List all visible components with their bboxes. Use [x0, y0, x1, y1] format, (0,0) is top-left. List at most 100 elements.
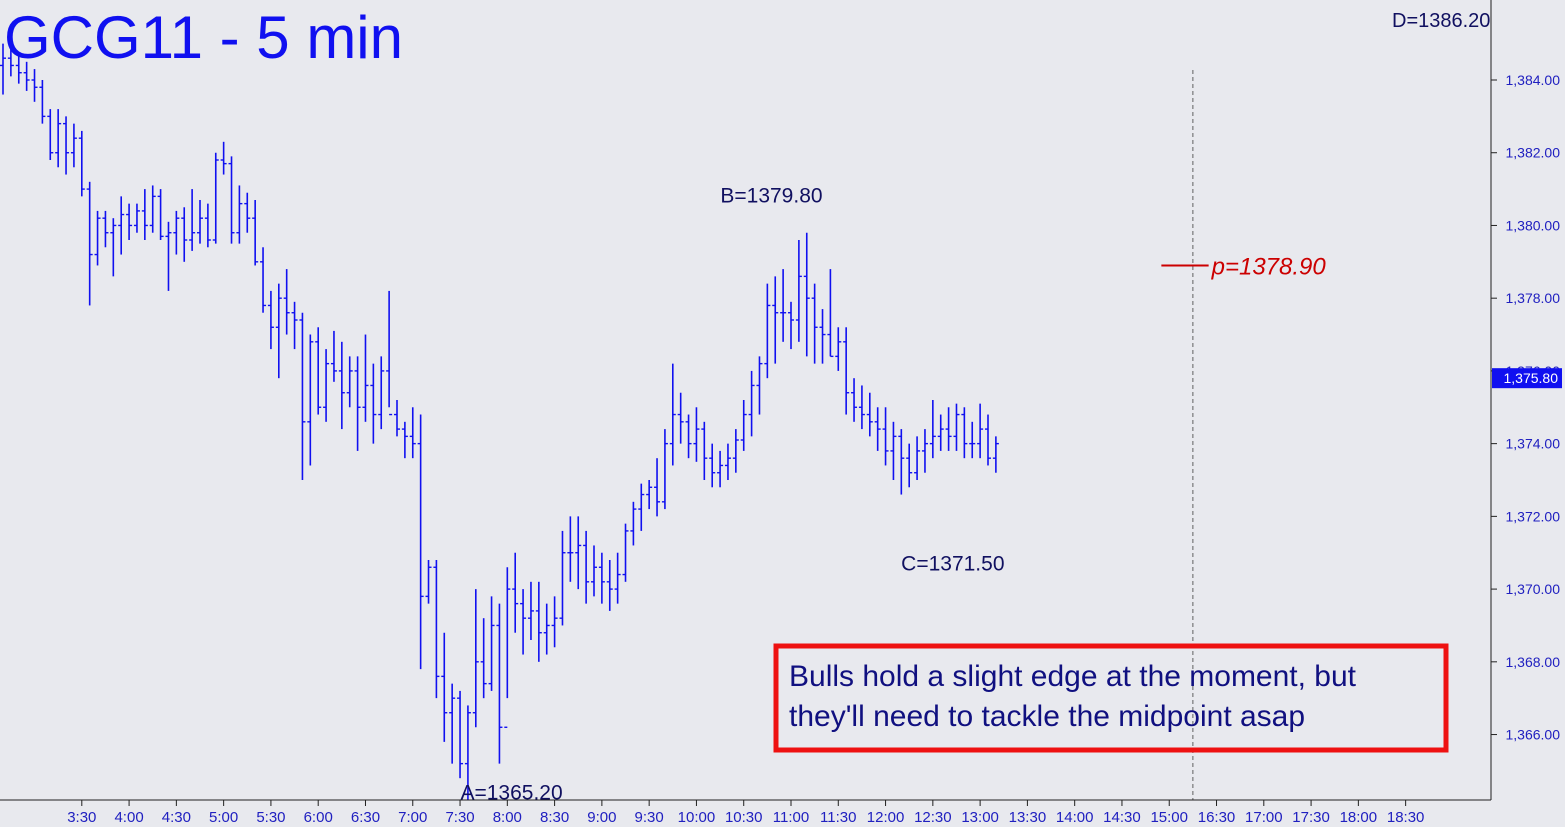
ohlc-bar — [701, 421, 708, 480]
x-tick-label: 10:30 — [725, 809, 763, 826]
ohlc-bar — [197, 200, 203, 244]
ohlc-bar — [126, 203, 133, 240]
ohlc-bar — [362, 334, 369, 422]
x-tick-label: 18:30 — [1387, 809, 1425, 826]
y-tick-label: 1,378.00 — [1506, 290, 1561, 306]
ohlc-bar — [409, 407, 416, 459]
ohlc-bar — [567, 516, 574, 582]
ohlc-bar — [788, 301, 794, 350]
x-tick-label: 6:00 — [304, 809, 333, 826]
ohlc-bar — [827, 269, 834, 358]
ohlc-bar — [291, 301, 298, 350]
ohlc-bar — [307, 334, 314, 466]
ohlc-bar — [953, 403, 960, 451]
x-tick-label: 11:00 — [773, 809, 809, 826]
y-tick-label: 1,372.00 — [1506, 508, 1561, 524]
x-tick-label: 9:00 — [587, 809, 616, 826]
x-tick-label: 12:00 — [867, 809, 905, 826]
ohlc-bar — [724, 443, 731, 480]
x-tick-label: 5:00 — [209, 809, 238, 826]
current-price-label: 1,375.80 — [1504, 370, 1559, 386]
x-tick-label: 14:00 — [1056, 809, 1094, 826]
ohlc-bar — [7, 43, 14, 77]
ohlc-bar — [669, 363, 676, 466]
ohlc-bar — [457, 690, 464, 779]
ohlc-bar — [709, 443, 716, 488]
ohlc-bar — [220, 141, 227, 175]
annotation-a: A=1365.20 — [460, 782, 562, 805]
ohlc-bar — [480, 618, 487, 699]
ohlc-bar — [945, 407, 952, 451]
ohlc-bar — [110, 218, 117, 277]
ohlc-bar — [94, 210, 101, 266]
x-tick-label: 7:00 — [398, 809, 427, 826]
ohlc-bar — [748, 370, 755, 437]
ohlc-bar — [86, 181, 93, 306]
ohlc-bar — [283, 269, 290, 335]
ohlc-bar — [55, 109, 62, 168]
y-tick-label: 1,384.00 — [1506, 72, 1561, 88]
pivot-label: p=1378.90 — [1211, 253, 1327, 280]
ohlc-bar — [386, 290, 393, 416]
x-tick-label: 8:00 — [493, 809, 522, 826]
ohlc-bar — [149, 185, 156, 233]
ohlc-bar — [378, 356, 385, 430]
ohlc-bar — [260, 247, 267, 313]
note-line-1: Bulls hold a slight edge at the moment, … — [789, 660, 1357, 693]
y-tick-label: 1,380.00 — [1506, 217, 1561, 233]
ohlc-bar — [543, 603, 550, 655]
ohlc-bar — [0, 43, 6, 95]
ohlc-bar — [693, 407, 700, 462]
ohlc-bar — [212, 152, 219, 244]
ohlc-bar — [133, 203, 140, 233]
ohlc-bar — [338, 341, 345, 430]
ohlc-bar — [937, 414, 944, 451]
ohlc-bar — [858, 385, 865, 430]
ohlc-bar — [866, 392, 873, 437]
ohlc-bar — [488, 596, 495, 691]
ohlc-bar — [630, 501, 637, 546]
ohlc-bar — [985, 414, 991, 466]
ohlc-bar — [315, 327, 322, 415]
ohlc-bar — [181, 207, 188, 262]
ohlc-bar — [606, 560, 613, 611]
ohlc-bar — [654, 458, 661, 517]
note-box — [773, 643, 1449, 753]
ohlc-bar — [898, 429, 905, 495]
ohlc-bar — [835, 327, 842, 371]
ohlc-bar — [31, 69, 38, 102]
ohlc-bar — [772, 276, 779, 364]
ohlc-bar — [15, 54, 22, 84]
x-tick-label: 13:00 — [961, 809, 999, 826]
ohlc-bar — [685, 414, 692, 459]
ohlc-bar — [914, 436, 921, 480]
ohlc-bar — [780, 269, 787, 342]
ohlc-bar — [417, 414, 424, 670]
ohlc-bar — [425, 560, 432, 604]
x-tick-label: 12:30 — [914, 809, 952, 826]
y-tick-label: 1,374.00 — [1506, 436, 1561, 452]
chart-title: GCG11 - 5 min — [4, 4, 403, 71]
ohlc-bar — [977, 403, 984, 459]
ohlc-bar — [803, 232, 810, 357]
ohlc-bar — [598, 552, 605, 604]
x-tick-label: 16:30 — [1198, 809, 1236, 826]
ohlc-bar — [236, 185, 243, 244]
ohlc-bar — [228, 156, 235, 244]
ohlc-bar — [843, 327, 850, 415]
ohlc-bar — [929, 400, 936, 459]
ohlc-bar — [874, 407, 881, 451]
note-line-2: they'll need to tackle the midpoint asap — [789, 700, 1305, 733]
y-tick-label: 1,368.00 — [1506, 654, 1561, 670]
ohlc-bar — [961, 407, 968, 459]
ohlc-bar — [527, 581, 534, 640]
ohlc-bar — [189, 189, 196, 251]
ohlc-bar — [512, 552, 519, 633]
ohlc-bar — [614, 552, 621, 604]
ohlc-bar — [992, 436, 999, 473]
ohlc-bar — [346, 356, 353, 408]
x-tick-label: 4:00 — [114, 809, 143, 826]
ohlc-bar — [496, 603, 503, 764]
ohlc-bar — [70, 123, 77, 168]
ohlc-bar — [267, 290, 274, 350]
